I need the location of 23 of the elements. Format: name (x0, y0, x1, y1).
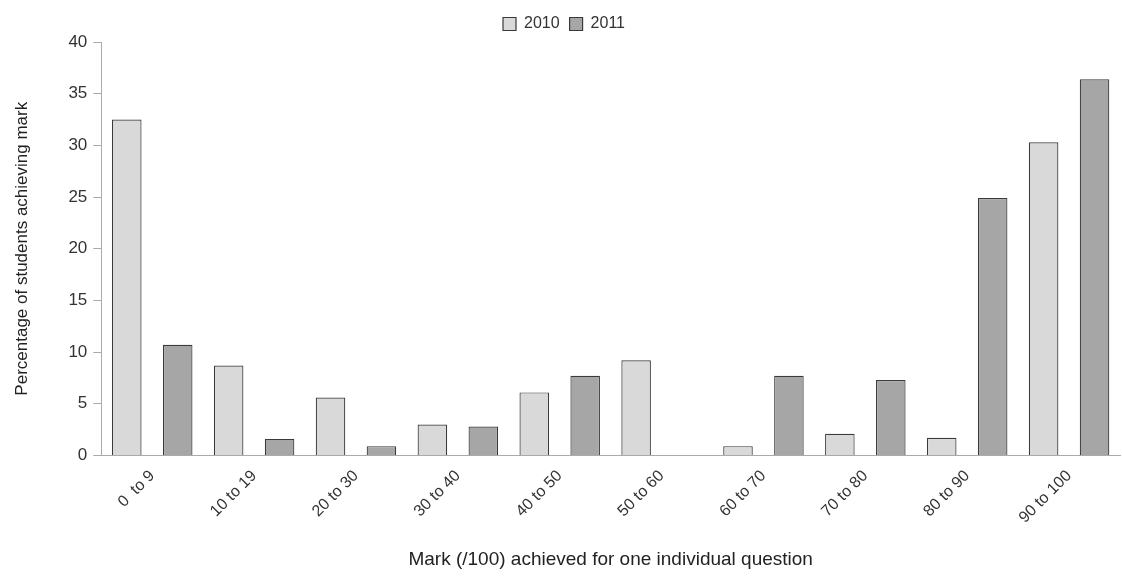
y-tick-label: 30 (68, 135, 88, 155)
legend-label: 2010 (524, 14, 560, 32)
y-tick-label: 5 (77, 393, 88, 413)
x-tick-label: 30 to 40 (410, 466, 464, 520)
y-tick-label: 0 (77, 445, 88, 465)
x-tick-label: 20 to 30 (308, 466, 362, 520)
x-axis-title: Mark (/100) achieved for one individual question (408, 547, 813, 569)
x-tick-label: 10 to 19 (206, 466, 260, 520)
x-tick-label: 50 to 60 (613, 466, 667, 520)
x-tick-label: 80 to 90 (919, 466, 973, 520)
y-axis-title: Percentage of students achieving mark (11, 101, 31, 396)
x-tick-label: 40 to 50 (512, 466, 566, 520)
y-tick-label: 25 (68, 186, 88, 206)
x-tick-label: 70 to 80 (817, 466, 871, 520)
y-tick-label: 20 (68, 238, 88, 258)
y-tick-label: 10 (68, 341, 88, 361)
x-tick-label: 90 to 100 (1015, 466, 1075, 526)
y-tick-label: 15 (68, 290, 88, 310)
x-tick-label: 0 to 9 (114, 466, 158, 510)
y-tick-label: 35 (68, 83, 88, 103)
legend-label: 2011 (590, 14, 626, 32)
y-tick-label: 40 (68, 31, 88, 51)
x-tick-label: 60 to 70 (715, 466, 769, 520)
